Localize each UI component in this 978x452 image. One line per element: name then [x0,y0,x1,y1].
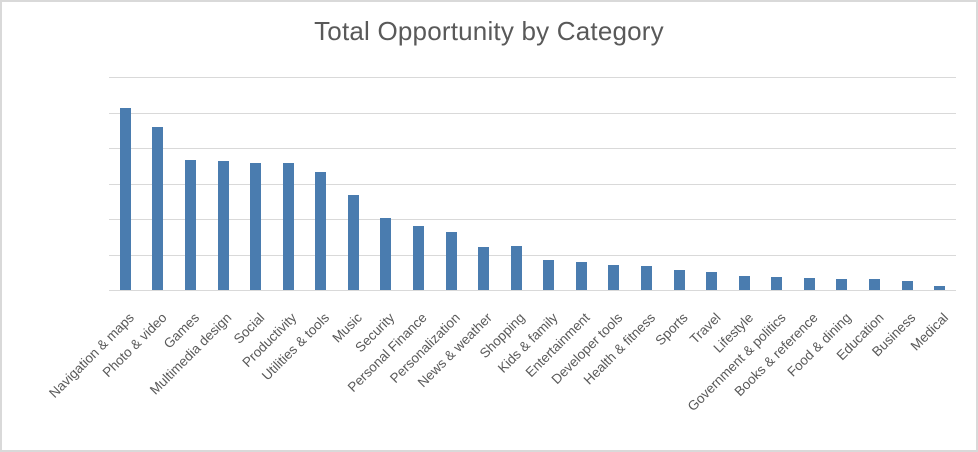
bar-business [901,281,913,290]
bar-travel [706,272,718,290]
chart-title: Total Opportunity by Category [314,16,664,46]
bar-multimedia-design [217,161,229,290]
bar-photo-video [152,127,164,290]
y-gridline [109,183,956,185]
bar-education [869,279,881,290]
bar-social [250,163,262,290]
bar-sports [673,270,685,290]
y-gridline [109,219,956,220]
bar-developer-tools [608,265,620,290]
y-gridline [109,112,956,114]
bar-kids-family [543,260,555,290]
y-gridline [109,254,956,256]
bar-music [347,195,359,290]
y-gridline [109,148,956,149]
bar-personalization [445,232,457,290]
bar-security [380,218,392,290]
bar-medical [934,286,946,290]
bar-food-dining [836,279,848,290]
bar-health-fitness [641,266,653,290]
bar-productivity [282,163,294,290]
bar-books-reference [803,278,815,290]
bar-news-weather [478,247,490,290]
y-gridline [109,77,956,78]
bar-entertainment [575,262,587,290]
bar-utilities-tools [315,172,327,290]
x-axis-line [109,290,956,291]
bar-navigation-maps [119,108,131,290]
bar-personal-finance [412,226,424,290]
bar-government-politics [771,277,783,290]
bar-lifestyle [738,276,750,290]
bar-shopping [510,246,522,290]
bar-games [184,160,196,290]
x-axis-label: Sports [652,310,691,349]
